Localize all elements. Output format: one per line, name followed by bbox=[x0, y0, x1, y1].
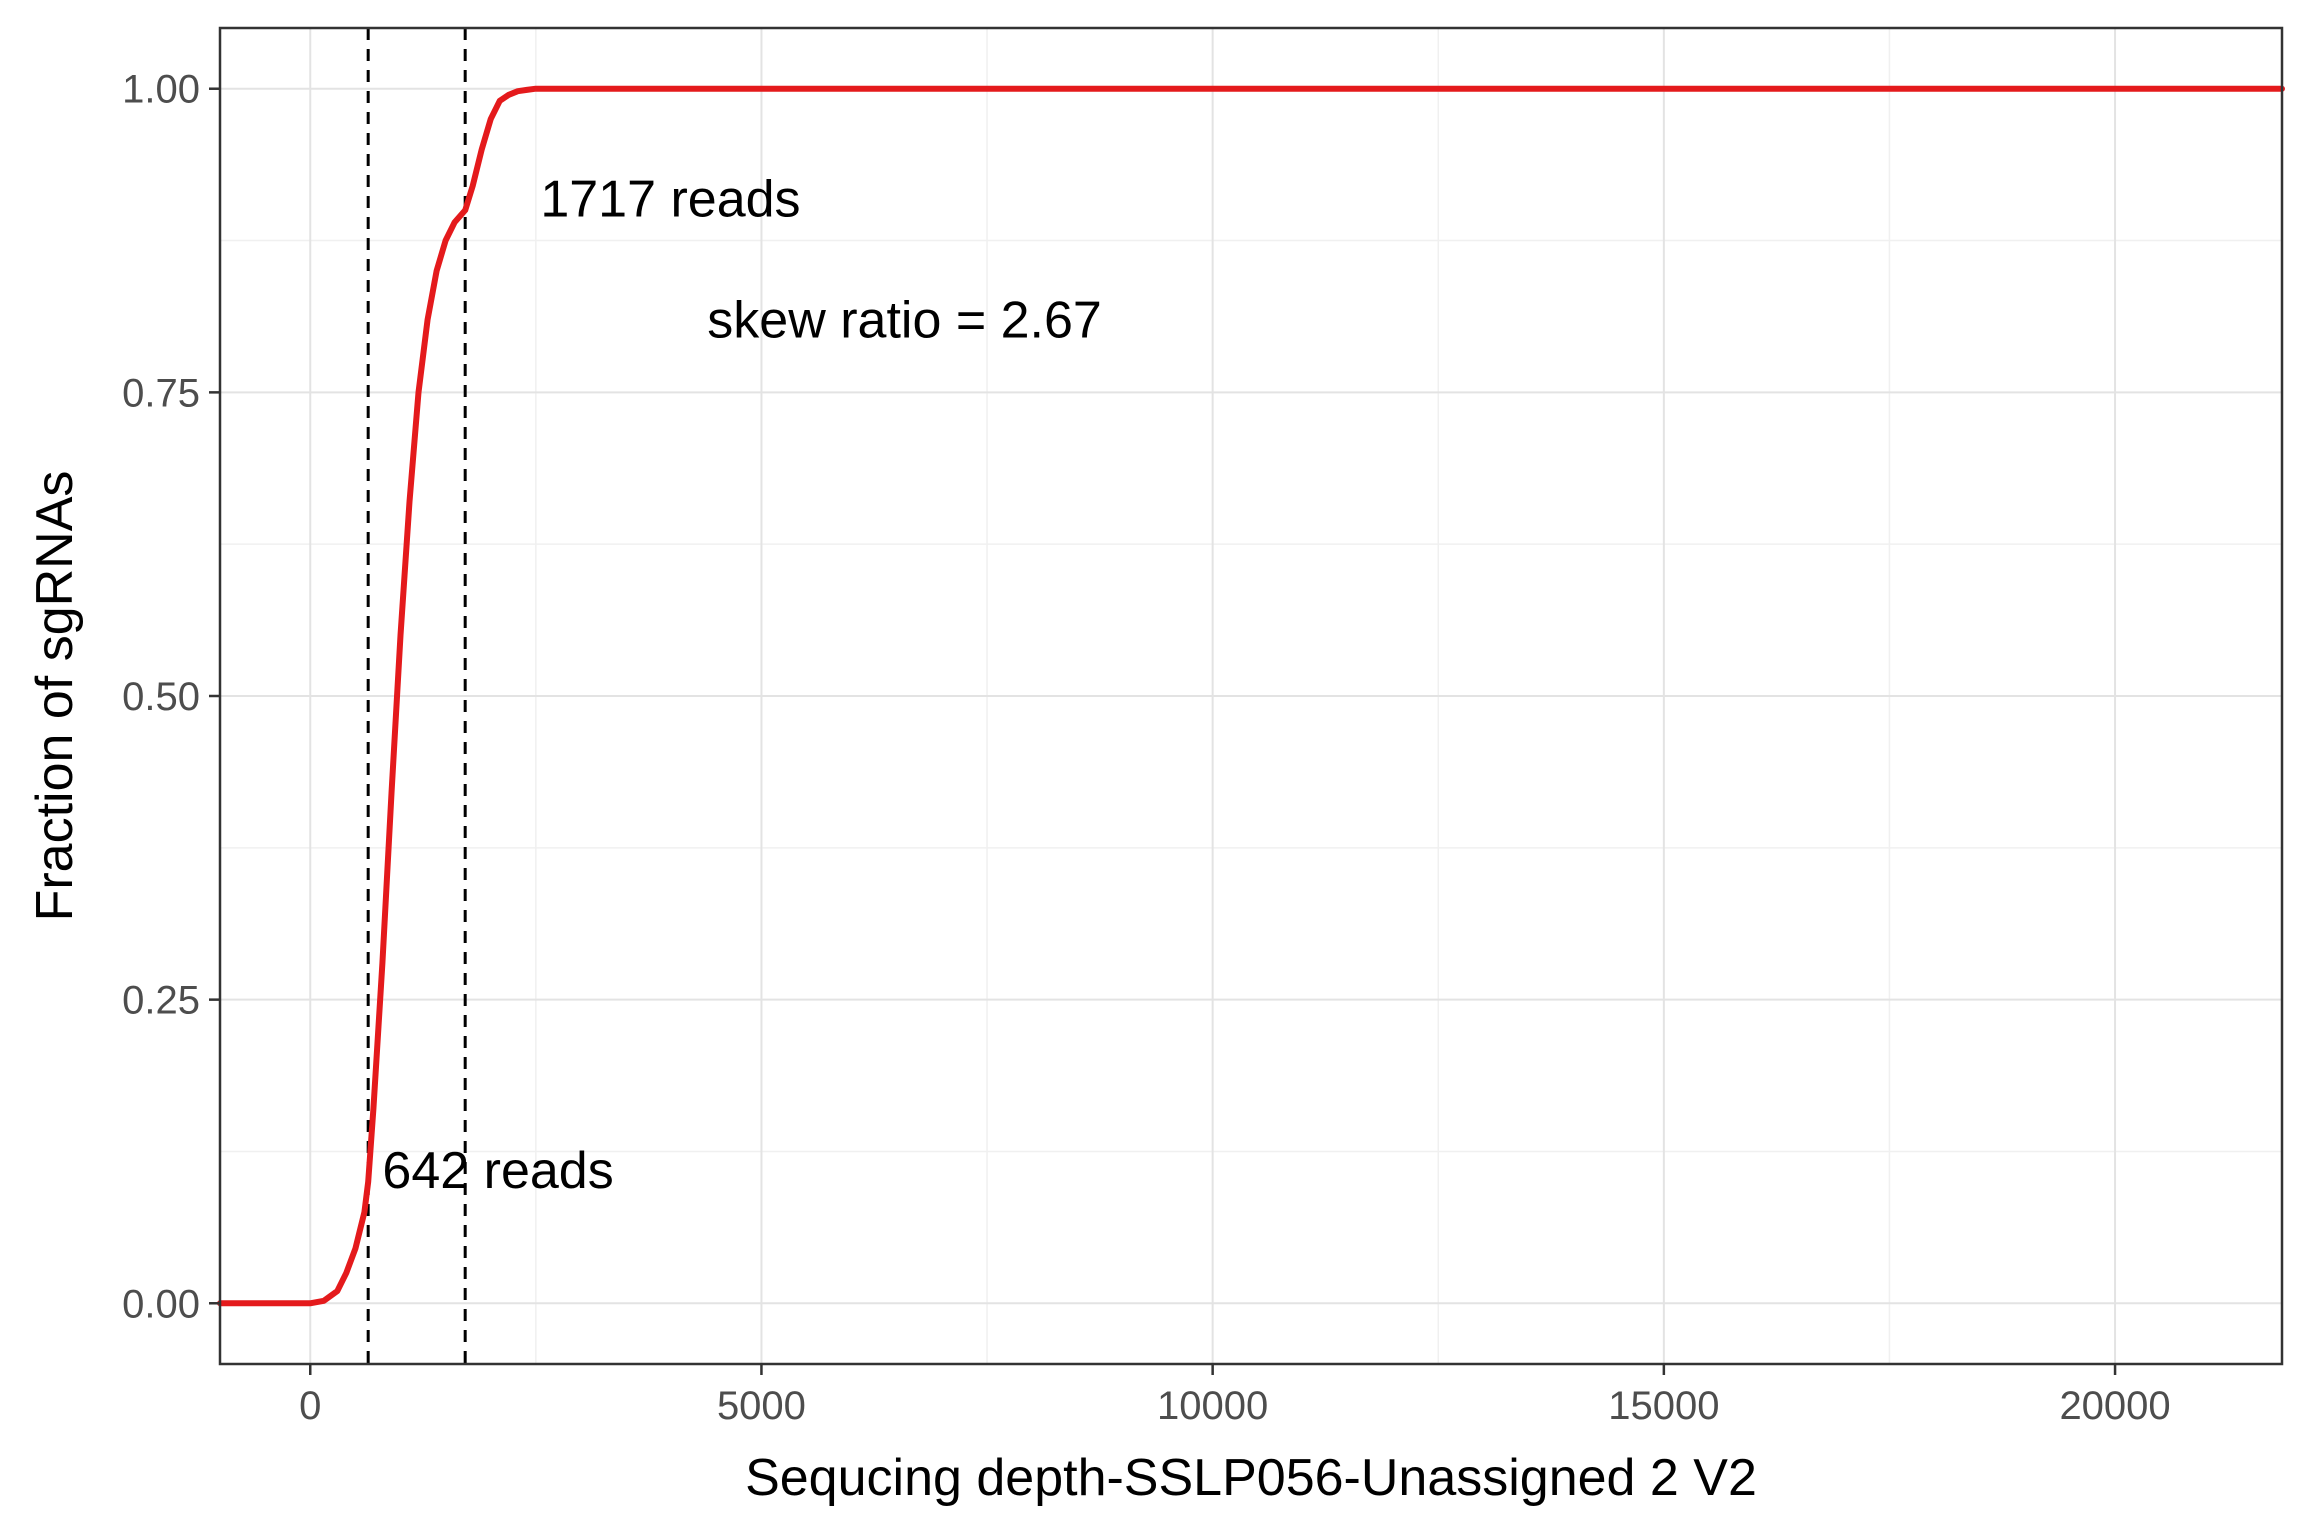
annotation-label: 1717 reads bbox=[540, 170, 800, 228]
x-tick-label: 10000 bbox=[1157, 1384, 1268, 1428]
y-tick-label: 0.25 bbox=[122, 979, 200, 1023]
x-tick-label: 20000 bbox=[2059, 1384, 2170, 1428]
annotation-label: 642 reads bbox=[382, 1142, 613, 1200]
x-tick-label: 5000 bbox=[717, 1384, 806, 1428]
x-axis-title: Sequcing depth-SSLP056-Unassigned 2 V2 bbox=[745, 1449, 1757, 1507]
y-axis-title: Fraction of sgRNAs bbox=[26, 471, 84, 922]
grid-minor bbox=[220, 28, 2282, 1364]
y-tick-label: 0.00 bbox=[122, 1282, 200, 1326]
series-group bbox=[217, 85, 2285, 1307]
y-tick-label: 0.75 bbox=[122, 371, 200, 415]
x-tick-label: 0 bbox=[299, 1384, 321, 1428]
x-tick-label: 15000 bbox=[1608, 1384, 1719, 1428]
series-line bbox=[217, 85, 2285, 1307]
y-tick-label: 0.50 bbox=[122, 675, 200, 719]
annotations-group: 1717 reads skew ratio = 2.67 642 reads bbox=[382, 170, 1101, 1200]
annotation-label: skew ratio = 2.67 bbox=[707, 292, 1102, 350]
y-tick-label: 1.00 bbox=[122, 68, 200, 112]
x-axis: 0 5000 10000 15000 20000 bbox=[299, 1364, 2171, 1428]
y-axis: 0.00 0.25 0.50 0.75 1.00 bbox=[122, 68, 220, 1326]
